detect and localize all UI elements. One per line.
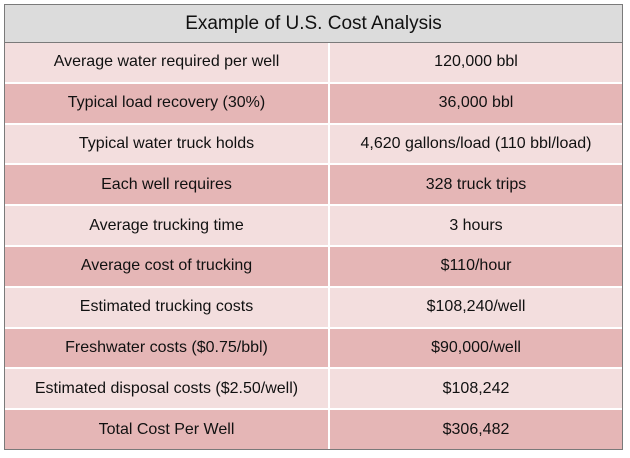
- row-label: Average cost of trucking: [5, 246, 330, 286]
- row-value: $108,242: [442, 379, 510, 397]
- row-label: Estimated trucking costs: [5, 287, 330, 327]
- table-row: Freshwater costs ($0.75/bbl) $90,000/wel…: [5, 326, 622, 368]
- row-value: $108,240/well: [426, 298, 526, 316]
- row-value: 4,620 gallons/load (110 bbl/load): [360, 134, 592, 152]
- row-value: $306,482: [442, 420, 510, 438]
- table-row: Typical load recovery (30%) 36,000 bbl: [5, 81, 622, 123]
- row-label: Total Cost Per Well: [5, 410, 330, 449]
- table-row: Estimated trucking costs $108,240/well: [5, 285, 622, 327]
- row-label: Typical load recovery (30%): [5, 83, 330, 123]
- table-row: Average water required per well 120,000 …: [5, 43, 622, 82]
- table-row: Total Cost Per Well $306,482: [5, 408, 622, 449]
- table-row: Average trucking time 3 hours: [5, 204, 622, 245]
- table-row: Estimated disposal costs ($2.50/well) $1…: [5, 367, 622, 409]
- row-value: 328 truck trips: [425, 175, 527, 193]
- table-title: Example of U.S. Cost Analysis: [5, 5, 622, 43]
- table-row: Typical water truck holds 4,620 gallons/…: [5, 122, 622, 164]
- table-body: Average water required per well 120,000 …: [5, 43, 622, 449]
- row-label: Each well requires: [5, 165, 330, 205]
- table-row: Each well requires 328 truck trips: [5, 163, 622, 205]
- cost-analysis-table: Example of U.S. Cost Analysis Average wa…: [4, 4, 623, 450]
- row-value: 3 hours: [449, 216, 503, 234]
- row-label: Average water required per well: [5, 43, 330, 82]
- table-row: Average cost of trucking $110/hour: [5, 244, 622, 286]
- row-value: 120,000 bbl: [434, 53, 518, 71]
- row-label: Average trucking time: [5, 206, 330, 245]
- row-label: Estimated disposal costs ($2.50/well): [5, 369, 330, 409]
- row-value: $110/hour: [440, 257, 512, 275]
- row-value: 36,000 bbl: [438, 94, 514, 112]
- row-value: $90,000/well: [431, 338, 521, 356]
- row-label: Freshwater costs ($0.75/bbl): [5, 328, 330, 368]
- row-label: Typical water truck holds: [5, 124, 330, 164]
